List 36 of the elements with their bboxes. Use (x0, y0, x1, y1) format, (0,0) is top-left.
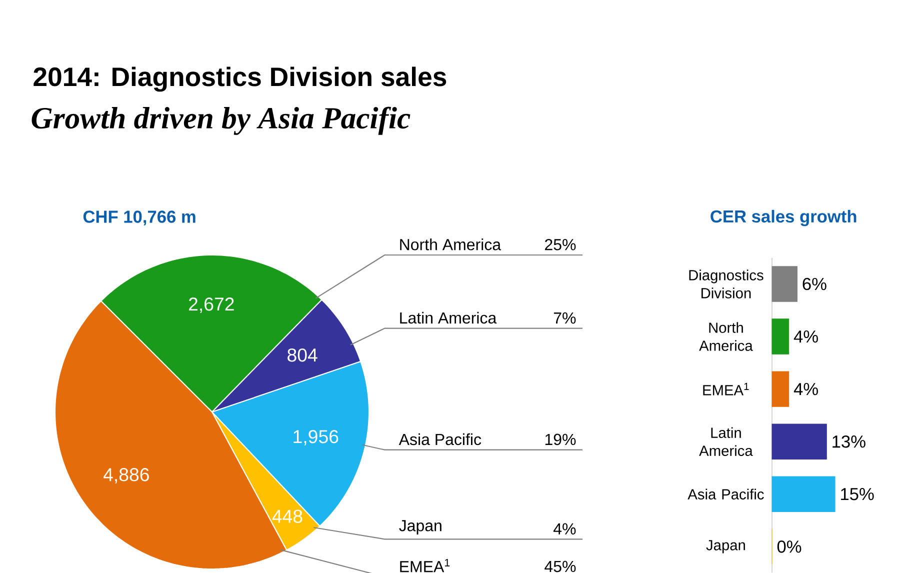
bar (772, 266, 798, 302)
text: 45% (544, 560, 576, 572)
slice-label: Asia Pacific (398, 433, 482, 446)
data-label: 804 (288, 348, 318, 362)
y-tick-label: EMEA$^{1}$ (703, 382, 749, 396)
chart-title: CER sales growth (710, 210, 856, 226)
y-tick-label: Asia Pacific (688, 488, 764, 500)
data-label: 0% (777, 540, 802, 553)
data-label: 4,886 (103, 468, 149, 484)
y-tick-label: Latin America (699, 427, 753, 456)
data-label: 4% (794, 383, 818, 396)
bar (772, 476, 836, 512)
data-label: 2,672 (188, 298, 234, 313)
slice-label: North America (400, 238, 502, 250)
y-tick-label: Japan (706, 540, 745, 554)
slice-label: EMEA$^{1}$ (400, 558, 450, 572)
slice-label: Latin America (400, 312, 497, 324)
slice-label: Japan (399, 520, 442, 534)
chart-title: 2014: Diagnostics Division sales (34, 66, 446, 92)
chart-subtitle: Growth driven by Asia Pacific (32, 106, 410, 135)
text: 19% (545, 434, 576, 446)
data-label: 4% (794, 330, 818, 343)
data-label: 15% (841, 488, 874, 500)
y-tick-label: Diagnostics Division (689, 270, 764, 298)
data-label: 13% (832, 435, 866, 448)
data-label: 1,956 (294, 430, 338, 446)
data-label: 6% (802, 278, 826, 290)
text: 4% (553, 523, 576, 534)
text: 7% (554, 312, 576, 324)
bar (772, 318, 790, 354)
y-tick-label: North America (699, 322, 753, 351)
text: CHF 10,766 m (83, 210, 196, 226)
text: 25% (545, 238, 576, 250)
bar (772, 424, 827, 460)
data-label: 448 (272, 510, 302, 523)
bar (772, 371, 790, 407)
